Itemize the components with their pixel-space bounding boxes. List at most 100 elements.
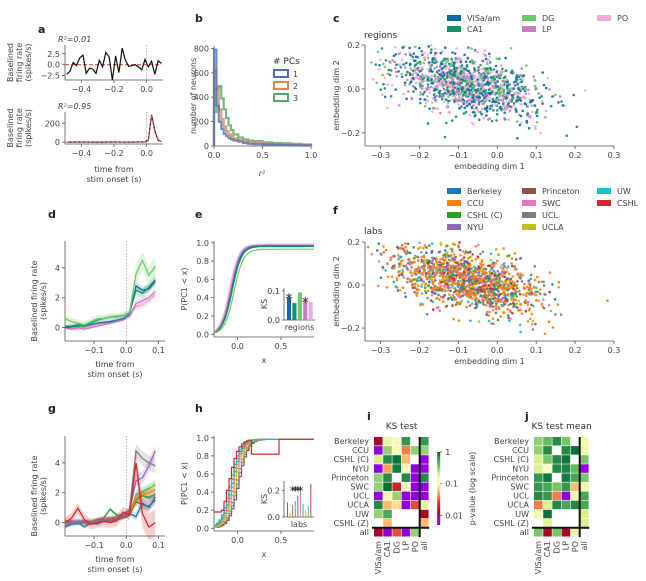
scatter-point [541, 100, 544, 103]
y-axis-label-line: (spikes/s) [24, 43, 33, 81]
scatter-point [457, 246, 460, 249]
heatmap-cell [543, 473, 552, 482]
y-tick-label: 0.0 [47, 61, 60, 70]
scatter-point [439, 289, 443, 292]
scatter-point [495, 57, 498, 61]
scatter-point [419, 101, 422, 105]
scatter-point [490, 271, 494, 275]
scatter-point [486, 77, 490, 80]
column-label: LP [562, 541, 571, 550]
scatter-point [527, 92, 531, 96]
scatter-point [449, 81, 453, 84]
scatter-point [479, 269, 483, 272]
scatter-point [477, 84, 480, 87]
scatter-point [531, 99, 535, 102]
scatter-point [533, 104, 537, 107]
scatter-point [501, 271, 504, 274]
scatter-point [485, 106, 489, 110]
scatter-point [452, 61, 456, 65]
heatmap-cell [543, 446, 552, 455]
scatter-point [494, 304, 498, 307]
heatmap-cell [374, 446, 383, 455]
legend-label: 3 [293, 94, 298, 103]
scatter-point [456, 100, 459, 103]
scatter-point [535, 87, 539, 90]
ks-bar-CSHL (C) [292, 505, 294, 517]
scatter-point [515, 99, 519, 103]
error-band-NYU [65, 445, 156, 525]
scatter-point [399, 288, 402, 292]
scatter-point [443, 91, 447, 95]
heatmap-cell [420, 482, 429, 491]
scatter-point [413, 270, 417, 273]
scatter-points [370, 44, 587, 140]
scatter-point [525, 292, 528, 296]
scatter-point [497, 295, 501, 298]
scatter-point [379, 58, 382, 61]
scatter-point [444, 259, 447, 262]
scatter-point [436, 270, 439, 274]
scatter-point [406, 78, 409, 82]
scatter-point [453, 99, 456, 103]
scatter-point [414, 282, 417, 285]
scatter-point [514, 289, 517, 293]
y-axis-label-line: Baselined [6, 43, 15, 82]
scatter-point [438, 268, 441, 272]
scatter-point [449, 296, 453, 300]
scatter-point [456, 71, 460, 75]
x-tick-label: 0.0 [231, 342, 244, 351]
scatter-point [477, 102, 481, 106]
scatter-point [452, 277, 456, 281]
heatmap-cell [420, 437, 429, 446]
scatter-point [485, 313, 489, 316]
scatter-point [427, 56, 430, 60]
scatter-point [512, 87, 516, 90]
heatmap-cell [410, 473, 420, 482]
x-tick-label: 0.0 [140, 85, 153, 94]
scatter-point [449, 289, 453, 293]
scatter-point [433, 257, 436, 260]
scatter-point [465, 65, 469, 69]
scatter-point [452, 317, 455, 321]
scatter-point [480, 263, 484, 267]
scatter-point [508, 319, 511, 323]
scatter-point [434, 297, 438, 300]
scatter-point [534, 127, 537, 130]
y-axis-label-line: (spikes/s) [39, 282, 48, 320]
scatter-point [565, 134, 569, 137]
scatter-point [494, 261, 497, 265]
scatter-point [502, 284, 506, 287]
scatter-point [485, 98, 489, 102]
scatter-point [414, 71, 418, 74]
ks-bar-PO [308, 302, 313, 320]
scatter-point [448, 84, 451, 87]
y-axis-label: embedding dim 2 [332, 256, 341, 327]
scatter-point [473, 289, 477, 292]
scatter-point [492, 293, 496, 297]
scatter-point [398, 265, 401, 268]
scatter-point [381, 93, 384, 96]
scatter-point [464, 288, 468, 292]
heatmap-cell [534, 500, 543, 510]
mean-line-VISa/am [64, 280, 156, 329]
scatter-point [517, 87, 520, 91]
scatter-point [391, 58, 394, 62]
scatter-point [517, 290, 520, 293]
scatter-point [519, 303, 523, 306]
scatter-point [468, 102, 471, 106]
cdf-line-VISa/am [213, 245, 314, 333]
scatter-point [454, 83, 458, 87]
scatter-point [448, 62, 451, 66]
scatter-point [439, 258, 442, 261]
scatter-point [480, 279, 484, 283]
panel-c: c regions −0.3 −0.2 −0.1 0.0 0.1 0.2 0.3 0.2 0.0 −0… [332, 12, 628, 171]
scatter-point [548, 271, 552, 274]
row-label: UCLA [507, 501, 529, 510]
scatter-point [410, 274, 414, 277]
legend-label: CCU [467, 199, 484, 208]
scatter-point [440, 71, 444, 75]
scatter-point [473, 67, 476, 70]
scatter-point [401, 286, 405, 290]
scatter-point [452, 84, 455, 88]
legend-label: 1 [293, 70, 298, 79]
